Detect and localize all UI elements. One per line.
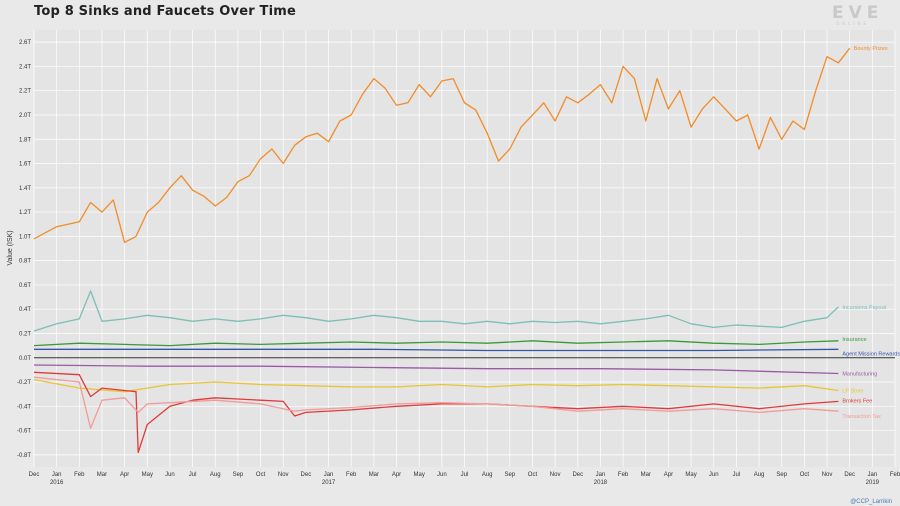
x-tick-year-label: 2018 bbox=[594, 480, 608, 486]
series-line bbox=[33, 364, 839, 375]
x-tick-label: Feb bbox=[346, 472, 357, 478]
grid bbox=[33, 30, 896, 467]
y-tick-label: 0.2T bbox=[19, 331, 31, 337]
x-tick-label: Nov bbox=[278, 472, 289, 478]
x-tick-label: Nov bbox=[550, 472, 561, 478]
y-tick-label: 0.6T bbox=[19, 283, 31, 289]
series-labels: Bounty Prizes Incursions Payout Insurance A… bbox=[842, 46, 900, 420]
series-label: Transaction Tax bbox=[842, 414, 881, 420]
series-lines bbox=[33, 47, 851, 454]
x-tick-label: Sep bbox=[504, 472, 515, 478]
series-line bbox=[33, 371, 839, 454]
x-tick-label: Jul bbox=[461, 472, 469, 478]
series-line bbox=[34, 348, 839, 352]
x-tick-label: Apr bbox=[120, 472, 129, 478]
x-tick-label: Mar bbox=[97, 472, 107, 478]
x-tick-label: Sep bbox=[776, 472, 787, 478]
x-tick-label: Dec bbox=[572, 472, 583, 478]
x-tick-label: Jun bbox=[165, 472, 175, 478]
series-label: Incursions Payout bbox=[842, 305, 886, 311]
x-tick-label: Apr bbox=[392, 472, 401, 478]
x-tick-label: Aug bbox=[754, 472, 765, 478]
x-tick-label: May bbox=[414, 472, 425, 478]
y-tick-label: -0.8T bbox=[17, 453, 31, 459]
y-tick-label: -0.6T bbox=[17, 429, 31, 435]
y-tick-label: 2.0T bbox=[19, 113, 31, 119]
series-label: Brokers Fee bbox=[842, 398, 872, 404]
x-tick-label: Dec bbox=[844, 472, 855, 478]
x-tick-label: Nov bbox=[822, 472, 833, 478]
x-tick-label: Aug bbox=[210, 472, 221, 478]
y-tick-label: 2.6T bbox=[19, 40, 31, 46]
logo-word: EVE bbox=[832, 3, 883, 23]
series-line bbox=[33, 378, 839, 393]
y-tick-label: 1.4T bbox=[19, 186, 31, 192]
y-tick-label: 1.2T bbox=[19, 210, 31, 216]
x-tick-label: Feb bbox=[74, 472, 85, 478]
series-line bbox=[33, 340, 839, 347]
eve-online-logo: EVE ONLINE bbox=[832, 3, 883, 26]
x-axis-ticks: Dec Jan 2016 Feb Mar Apr May Jun Jul Aug Sep Oct Nov… bbox=[29, 472, 900, 486]
series-line bbox=[33, 290, 839, 332]
x-tick-label: Jan bbox=[596, 472, 606, 478]
series-line bbox=[33, 47, 851, 244]
x-tick-label: Mar bbox=[641, 472, 651, 478]
y-tick-label: -0.2T bbox=[17, 380, 31, 386]
y-tick-label: 0.8T bbox=[19, 259, 31, 265]
x-tick-year-label: 2016 bbox=[50, 480, 64, 486]
x-tick-label: Oct bbox=[528, 472, 538, 478]
x-tick-label: Feb bbox=[890, 472, 900, 478]
x-tick-year-label: 2017 bbox=[322, 480, 336, 486]
y-tick-label: 0.4T bbox=[19, 307, 31, 313]
series-label: Manufacturing bbox=[842, 372, 877, 378]
logo-subtitle: ONLINE bbox=[836, 21, 869, 26]
x-tick-label: May bbox=[142, 472, 153, 478]
series-label: Insurance bbox=[842, 337, 866, 343]
y-tick-label: 0.0T bbox=[19, 356, 31, 362]
x-tick-label: Jan bbox=[324, 472, 334, 478]
x-tick-label: Oct bbox=[800, 472, 810, 478]
x-tick-label: Aug bbox=[482, 472, 493, 478]
credit-text: @CCP_Larrikin bbox=[850, 499, 892, 505]
y-tick-label: 1.6T bbox=[19, 162, 31, 168]
y-axis-ticks: 2.6T 2.4T 2.2T 2.0T 1.8T 1.6T 1.4T 1.2T 1.0T 0.8T… bbox=[17, 40, 31, 459]
x-tick-label: Jun bbox=[437, 472, 447, 478]
series-line bbox=[33, 376, 839, 429]
chart-title: Top 8 Sinks and Faucets Over Time bbox=[34, 4, 297, 19]
x-tick-label: Feb bbox=[618, 472, 629, 478]
x-tick-label: Jun bbox=[709, 472, 719, 478]
x-tick-label: Jul bbox=[733, 472, 741, 478]
series-label: LP Store bbox=[842, 389, 863, 395]
y-tick-label: 1.0T bbox=[19, 234, 31, 240]
x-tick-label: Sep bbox=[233, 472, 244, 478]
x-tick-label: Oct bbox=[256, 472, 266, 478]
x-tick-label: Mar bbox=[369, 472, 379, 478]
x-tick-year-label: 2019 bbox=[866, 480, 880, 486]
y-tick-label: 2.4T bbox=[19, 64, 31, 70]
y-tick-label: 1.8T bbox=[19, 137, 31, 143]
x-tick-label: Jan bbox=[52, 472, 62, 478]
y-axis-label: Value (ISK) bbox=[7, 230, 14, 265]
x-tick-label: Dec bbox=[301, 472, 312, 478]
x-tick-label: Jul bbox=[189, 472, 197, 478]
x-tick-label: Apr bbox=[664, 472, 673, 478]
y-tick-label: 2.2T bbox=[19, 89, 31, 95]
x-tick-label: Jan bbox=[867, 472, 877, 478]
x-tick-label: Dec bbox=[29, 472, 40, 478]
x-tick-label: May bbox=[685, 472, 696, 478]
y-tick-label: -0.4T bbox=[17, 404, 31, 410]
series-label: Bounty Prizes bbox=[854, 46, 888, 52]
series-label: Agent Mission Rewards bbox=[842, 351, 900, 357]
